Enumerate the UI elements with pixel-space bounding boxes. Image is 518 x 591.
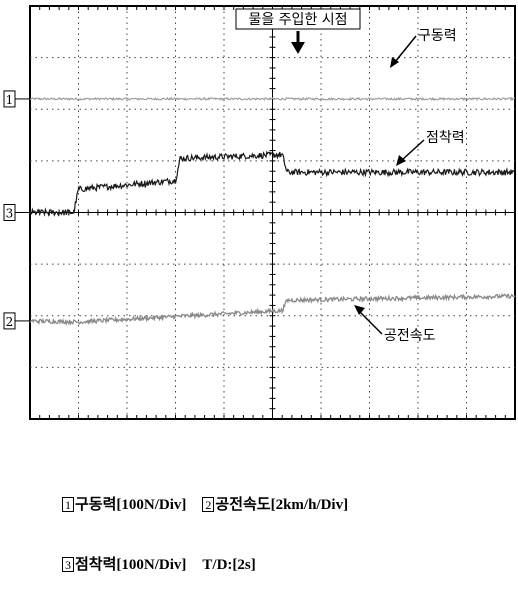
annotations: 물을 주입한 시점 구동력 점착력 공전속도: [235, 8, 465, 344]
label-idle-speed: 공전속도: [384, 328, 436, 344]
channel-marker-label: 1: [6, 93, 14, 107]
legend-item-1: 1 구동력[100N/Div]: [62, 493, 186, 514]
arrow-driving-force: [394, 35, 417, 63]
series-line: [29, 293, 516, 326]
series-line: [29, 150, 516, 217]
channel-markers: 1 3 2: [3, 90, 30, 330]
arrow-driving-force-head: [390, 57, 399, 68]
marker-label: 물을 주입한 시점: [248, 12, 347, 28]
oscilloscope-chart: 물을 주입한 시점 구동력 점착력 공전속도 1 3 2: [3, 5, 516, 420]
arrow-idle-speed: [359, 311, 383, 335]
arrow-idle-speed-head: [354, 305, 365, 315]
legend-caption: 1 구동력[100N/Div] 2 공전속도[2km/h/Div] 3 점착력[100…: [62, 459, 364, 591]
legend-item-3: 3 점착력[100N/Div]: [62, 553, 186, 574]
marker-arrow-head: [291, 42, 305, 54]
label-driving-force: 구동력: [418, 28, 457, 44]
legend-num-2: 2: [202, 497, 215, 512]
marker-label-box: [235, 8, 361, 30]
series-line: [29, 96, 516, 102]
legend-text-1: 구동력[100N/Div]: [75, 497, 187, 513]
arrow-adhesion: [401, 139, 425, 161]
arrow-adhesion-head: [396, 155, 406, 166]
legend-text-3: 점착력[100N/Div]: [75, 557, 187, 573]
grid: [29, 5, 516, 420]
label-adhesion: 점착력: [426, 130, 465, 146]
legend-text-timebase: T/D:[2s]: [202, 557, 256, 573]
channel-marker-label: 2: [6, 315, 14, 329]
legend-num-1: 1: [62, 497, 74, 512]
legend-timebase: T/D:[2s]: [202, 557, 255, 574]
legend-num-3: 3: [62, 557, 74, 572]
channel-marker-label: 3: [6, 207, 14, 221]
legend-item-2: 2 공전속도[2km/h/Div]: [202, 493, 348, 514]
legend-text-2: 공전속도[2km/h/Div]: [215, 497, 349, 513]
traces: [29, 96, 516, 326]
